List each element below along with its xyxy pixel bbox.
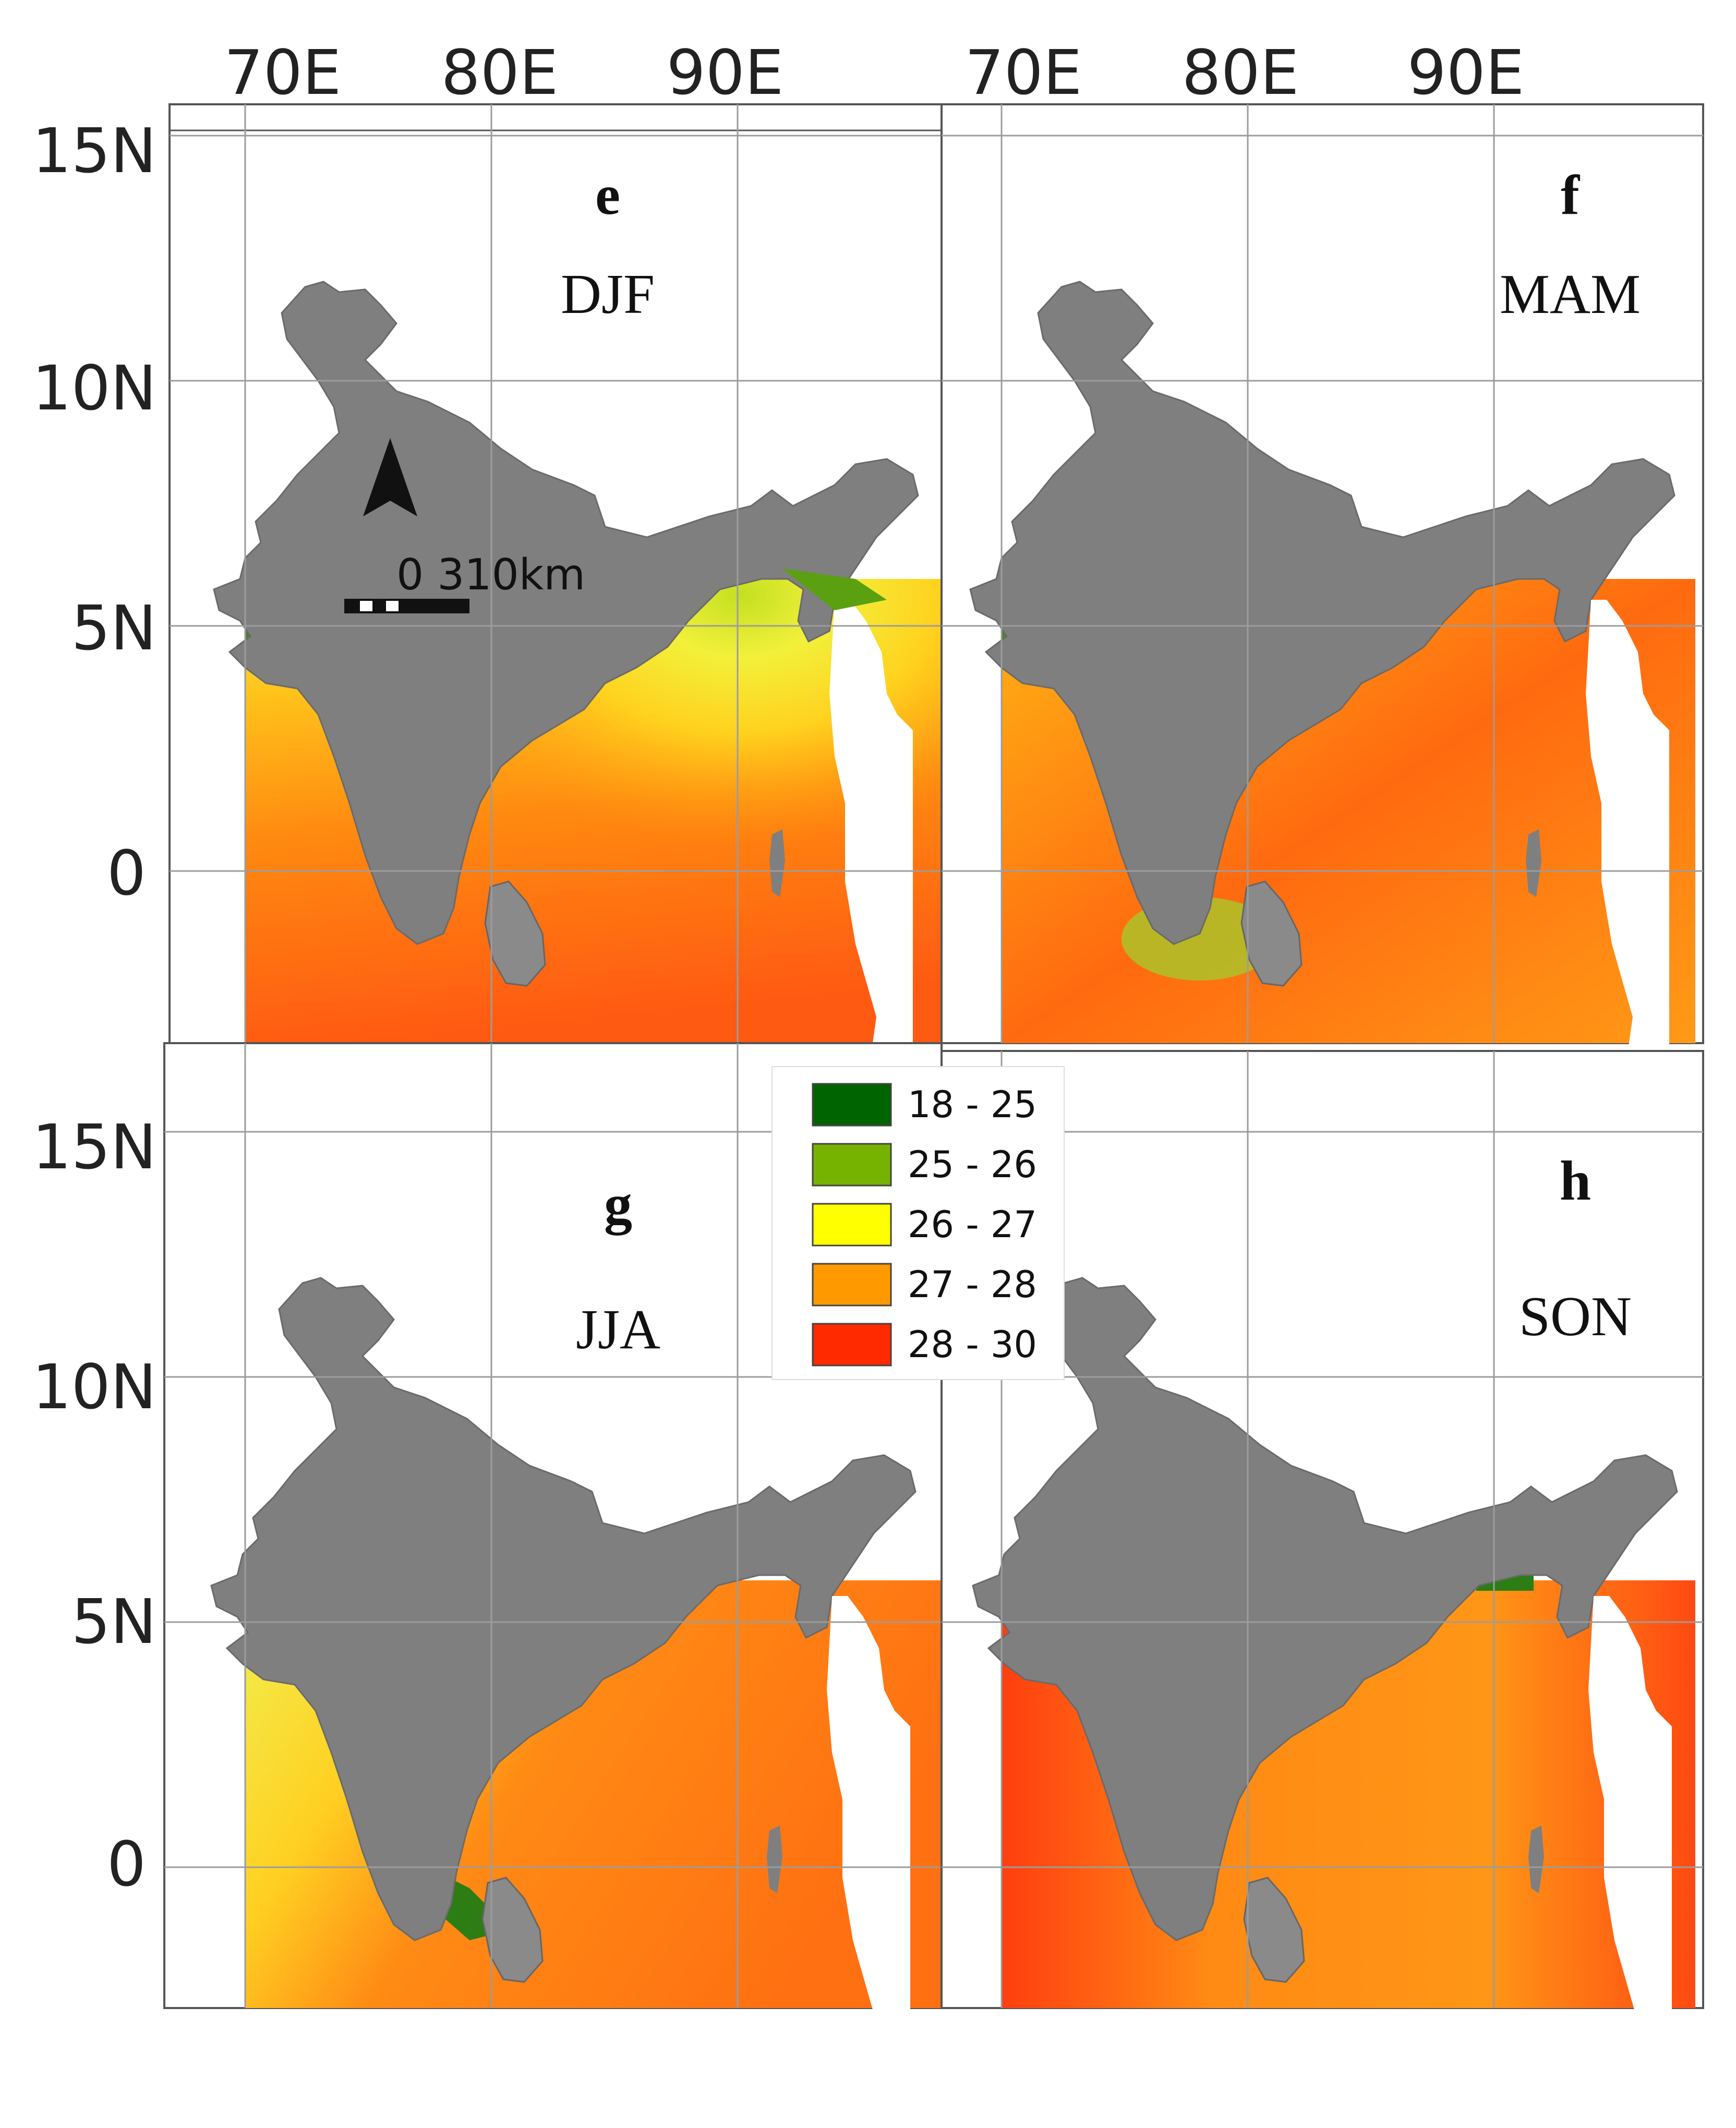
legend-label: 26 - 27 — [908, 1203, 1037, 1246]
lat-label-10n: 10N — [32, 1351, 156, 1423]
lat-label-15n: 15N — [32, 1111, 156, 1183]
panel-f-mam: f MAM — [941, 103, 1704, 1194]
lon-label-80e: 80E — [1182, 37, 1299, 108]
legend: 18 - 25 25 - 26 26 - 27 27 - 28 28 - 30 — [771, 1066, 1065, 1380]
legend-label: 18 - 25 — [908, 1083, 1037, 1126]
legend-label: 25 - 26 — [908, 1143, 1037, 1186]
scale-bar: 0 310km — [344, 550, 585, 613]
lat-label-10n: 10N — [32, 352, 156, 424]
lon-label-90e: 90E — [667, 37, 784, 108]
lat-label-15n: 15N — [32, 115, 156, 187]
lat-label-5n: 5N — [71, 1586, 156, 1658]
graticule — [942, 104, 1703, 1043]
lon-label-80e: 80E — [441, 37, 559, 108]
north-arrow-icon — [363, 438, 417, 516]
panel-season-label: SON — [1519, 1286, 1632, 1348]
top-longitude-axis-left: 70E 80E 90E — [224, 37, 784, 108]
legend-item: 28 - 30 — [812, 1323, 1037, 1367]
legend-item: 27 - 28 — [812, 1263, 1037, 1307]
top-longitude-axis-right: 70E 80E 90E — [965, 37, 1525, 108]
panel-letter: f — [1561, 164, 1581, 226]
panel-season-label: DJF — [561, 263, 655, 325]
panel-season-label: MAM — [1500, 263, 1641, 325]
legend-label: 27 - 28 — [908, 1263, 1037, 1306]
legend-label: 28 - 30 — [908, 1323, 1037, 1366]
legend-swatch — [812, 1203, 892, 1247]
lon-label-70e: 70E — [224, 37, 342, 108]
lon-label-90e: 90E — [1407, 37, 1525, 108]
panel-season-label: JJA — [576, 1299, 660, 1361]
scale-bar-label: 0 310km — [396, 550, 585, 600]
lon-label-70e: 70E — [965, 37, 1082, 108]
legend-swatch — [812, 1323, 892, 1367]
graticule — [170, 104, 942, 1043]
lat-label-0: 0 — [107, 837, 146, 909]
left-latitude-axis-bottom: 15N 10N 5N 0 — [32, 1111, 156, 1900]
legend-swatch — [812, 1263, 892, 1307]
panel-h-son: h SON — [941, 1050, 1704, 2128]
legend-swatch — [812, 1143, 892, 1187]
panel-e-djf: e DJF 0 310km — [168, 103, 943, 1194]
legend-swatch — [812, 1083, 892, 1127]
land-mask — [213, 281, 919, 1194]
legend-item: 26 - 27 — [812, 1203, 1037, 1247]
left-latitude-axis-top: 15N 10N 5N 0 — [32, 115, 156, 909]
lat-label-5n: 5N — [71, 592, 156, 664]
legend-item: 25 - 26 — [812, 1143, 1037, 1187]
lat-label-0: 0 — [107, 1828, 146, 1900]
panel-letter: e — [595, 164, 620, 226]
legend-item: 18 - 25 — [812, 1083, 1037, 1127]
panel-letter: h — [1560, 1150, 1591, 1212]
panel-letter: g — [604, 1174, 632, 1236]
